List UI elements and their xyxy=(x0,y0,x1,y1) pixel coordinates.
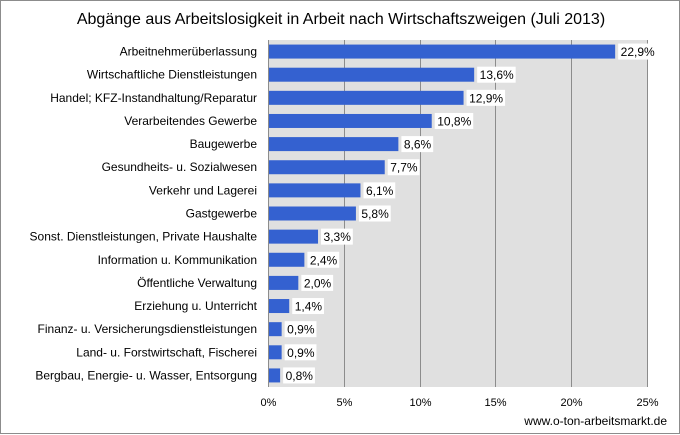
bar xyxy=(269,299,290,314)
bars xyxy=(269,44,616,383)
category-label: Erziehung u. Unterricht xyxy=(134,299,257,313)
category-label: Wirtschaftliche Dienstleistungen xyxy=(87,68,257,82)
category-labels: Arbeitnehmerüberlassung Wirtschaftliche D… xyxy=(30,45,258,383)
category-label: Gesundheits- u. Sozialwesen xyxy=(102,160,257,174)
data-label: 13,6% xyxy=(480,68,514,82)
data-label: 12,9% xyxy=(469,91,503,105)
category-label: Verarbeitendes Gewerbe xyxy=(124,114,257,128)
category-label: Bergbau, Energie- u. Wasser, Entsorgung xyxy=(35,368,257,382)
data-label-box xyxy=(358,205,391,222)
data-label: 6,1% xyxy=(366,184,394,198)
bar xyxy=(269,113,432,128)
x-tick-label: 20% xyxy=(560,397,582,409)
data-label-box xyxy=(363,182,396,199)
category-label: Baugewerbe xyxy=(190,137,258,151)
x-tick-label: 25% xyxy=(636,397,658,409)
data-label-box xyxy=(618,43,657,60)
bar xyxy=(269,183,361,198)
data-label-box xyxy=(466,89,506,106)
data-label-box xyxy=(434,112,474,129)
data-label: 2,4% xyxy=(310,253,338,267)
category-label: Öffentliche Verwaltung xyxy=(137,276,257,290)
category-label: Information u. Kommunikation xyxy=(98,253,257,267)
data-label: 0,9% xyxy=(287,346,315,360)
category-label: Verkehr und Lagerei xyxy=(149,183,257,197)
category-label: Gastgewerbe xyxy=(186,207,258,221)
bar xyxy=(269,368,281,383)
chart-title: Abgänge aus Arbeitslosigkeit in Arbeit n… xyxy=(77,11,605,28)
x-tick-label: 5% xyxy=(337,397,353,409)
bar xyxy=(269,252,305,267)
category-label: Finanz- u. Versicherungsdienstleistungen xyxy=(38,322,257,336)
data-label-box xyxy=(387,159,420,176)
data-label: 5,8% xyxy=(361,207,389,221)
data-label-box xyxy=(301,274,334,291)
bar xyxy=(269,275,299,290)
bar xyxy=(269,137,399,152)
x-tick-label: 15% xyxy=(484,397,506,409)
x-tick-label: 0% xyxy=(261,397,277,409)
data-labels: 22,9% 13,6% 12,9% 10,8% 8,6% 7,7% 6,1% 5,8% 3,3%… xyxy=(283,43,657,384)
bar xyxy=(269,229,319,244)
bar xyxy=(269,160,385,175)
category-label: Sonst. Dienstleistungen, Private Haushal… xyxy=(30,230,258,244)
data-label-box xyxy=(284,321,317,338)
category-label: Handel; KFZ-Instandhaltung/Reparatur xyxy=(50,91,257,105)
data-label: 22,9% xyxy=(621,45,655,59)
source-label: www.o-ton-arbeitsmarkt.de xyxy=(523,414,667,428)
data-label: 0,9% xyxy=(287,323,315,337)
data-label: 0,8% xyxy=(286,369,314,383)
bar xyxy=(269,67,475,82)
bar xyxy=(269,345,282,360)
data-label-box xyxy=(284,344,317,361)
data-label-box xyxy=(321,228,353,245)
bar xyxy=(269,44,616,59)
category-label: Arbeitnehmerüberlassung xyxy=(120,45,257,59)
x-axis-ticks: 0% 5% 10% 15% 20% 25% xyxy=(261,397,659,409)
data-label: 7,7% xyxy=(390,161,418,175)
bar xyxy=(269,322,282,337)
data-label: 1,4% xyxy=(295,300,323,314)
data-label-box xyxy=(292,298,325,315)
data-label: 2,0% xyxy=(304,276,332,290)
bar xyxy=(269,206,356,221)
data-label-box xyxy=(283,367,315,384)
bar xyxy=(269,90,464,105)
x-tick-label: 10% xyxy=(409,397,431,409)
data-label: 10,8% xyxy=(437,114,471,128)
data-label-box xyxy=(477,66,516,83)
category-label: Land- u. Forstwirtschaft, Fischerei xyxy=(76,345,257,359)
data-label-box xyxy=(307,251,340,268)
data-label-box xyxy=(401,136,434,153)
data-label: 3,3% xyxy=(324,230,352,244)
data-label: 8,6% xyxy=(404,138,432,152)
